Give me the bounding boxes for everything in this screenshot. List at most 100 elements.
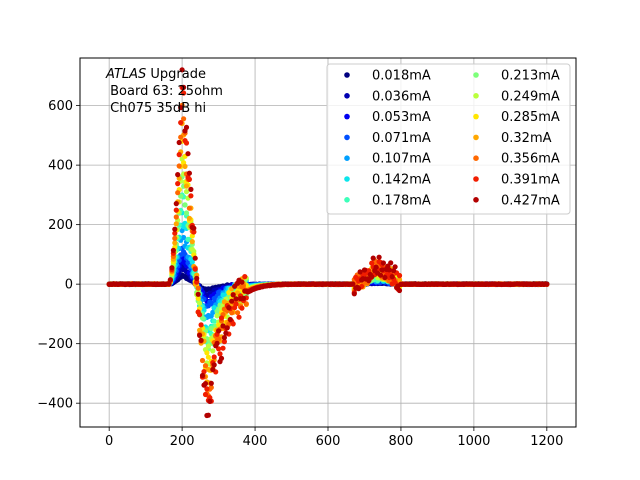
legend-label: 0.036mA — [372, 89, 431, 104]
legend-marker — [473, 197, 479, 203]
data-point — [379, 267, 385, 273]
legend-marker — [344, 134, 350, 141]
x-tick-label: 400 — [243, 434, 268, 449]
data-point — [240, 295, 246, 301]
data-point — [197, 332, 203, 338]
data-point — [183, 183, 190, 189]
data-point — [204, 386, 210, 392]
data-point — [172, 240, 178, 246]
legend-label: 0.249mA — [501, 89, 560, 104]
data-point — [178, 105, 184, 111]
data-point — [214, 340, 220, 346]
legend-marker — [473, 176, 479, 182]
data-point — [208, 384, 214, 391]
x-tick-label: 1000 — [457, 434, 490, 449]
data-point — [176, 152, 182, 158]
data-point — [230, 321, 236, 327]
data-point — [199, 372, 206, 379]
data-point — [216, 322, 222, 328]
data-point — [181, 84, 187, 90]
data-point — [186, 170, 192, 176]
data-point — [208, 380, 214, 386]
data-point — [194, 275, 200, 281]
data-point — [239, 279, 245, 285]
y-tick-label: −400 — [37, 397, 73, 412]
legend-label: 0.213mA — [501, 69, 560, 84]
legend-marker — [344, 155, 350, 161]
data-point — [195, 285, 201, 291]
legend-marker — [473, 155, 479, 161]
data-point — [220, 323, 226, 329]
legend-label: 0.053mA — [372, 110, 431, 125]
data-point — [188, 186, 194, 192]
annotation-line-3: Ch075 35dB hi — [106, 101, 206, 116]
data-point — [172, 230, 178, 236]
data-point — [195, 291, 201, 297]
y-tick-label: 200 — [48, 218, 73, 233]
annotation-block: ATLAS Upgrade Board 63: 25ohm Ch075 35dB… — [105, 67, 223, 116]
data-point — [178, 193, 184, 199]
data-point — [176, 139, 182, 146]
data-point — [186, 215, 192, 221]
data-point — [178, 134, 184, 140]
data-point — [377, 272, 384, 278]
data-point — [221, 339, 227, 345]
data-point — [191, 248, 197, 254]
data-point — [198, 337, 204, 343]
data-point — [211, 354, 217, 360]
legend-label: 0.071mA — [372, 131, 431, 146]
data-point — [391, 268, 397, 274]
data-point — [182, 202, 188, 208]
data-point — [199, 315, 206, 321]
data-point — [175, 181, 181, 187]
data-point — [173, 201, 179, 207]
legend-marker — [344, 93, 350, 99]
data-point — [173, 214, 179, 220]
data-point — [236, 314, 242, 320]
data-point — [369, 274, 375, 280]
data-point — [197, 300, 203, 306]
data-point — [197, 327, 203, 333]
data-point — [170, 247, 176, 253]
data-point — [229, 298, 235, 304]
data-point — [376, 254, 382, 260]
data-point — [204, 350, 210, 356]
legend-label: 0.32mA — [501, 131, 552, 146]
data-point — [218, 315, 225, 321]
x-tick-label: 600 — [316, 434, 341, 449]
legend-label: 0.018mA — [372, 69, 431, 84]
legend-box — [326, 63, 571, 215]
data-point — [173, 207, 179, 213]
data-point — [544, 281, 550, 287]
data-point — [211, 362, 217, 368]
data-point — [361, 267, 368, 273]
data-point — [216, 328, 222, 334]
data-point — [182, 163, 188, 169]
data-point — [370, 255, 376, 261]
data-point — [207, 398, 213, 404]
data-point — [181, 234, 187, 241]
data-point — [176, 163, 182, 169]
x-tick-label: 1200 — [530, 434, 563, 449]
legend-marker — [473, 134, 479, 141]
legend-label: 0.285mA — [501, 110, 560, 125]
data-point — [396, 276, 403, 283]
legend: 0.018mA 0.036mA 0.053mA 0.071mA 0.107mA 0.142… — [326, 63, 571, 215]
data-point — [183, 140, 190, 146]
data-point — [178, 120, 184, 126]
data-point — [186, 176, 192, 182]
legend-marker — [344, 197, 350, 203]
data-point — [221, 299, 227, 305]
data-point — [173, 221, 179, 227]
data-point — [208, 325, 214, 332]
data-point — [382, 274, 388, 281]
data-point — [392, 280, 398, 286]
data-point — [183, 210, 190, 216]
data-point — [202, 391, 209, 398]
data-point — [202, 381, 209, 387]
data-point — [183, 124, 190, 130]
data-point — [380, 260, 386, 266]
data-point — [216, 336, 222, 342]
legend-marker — [473, 72, 479, 78]
data-point — [226, 305, 232, 311]
